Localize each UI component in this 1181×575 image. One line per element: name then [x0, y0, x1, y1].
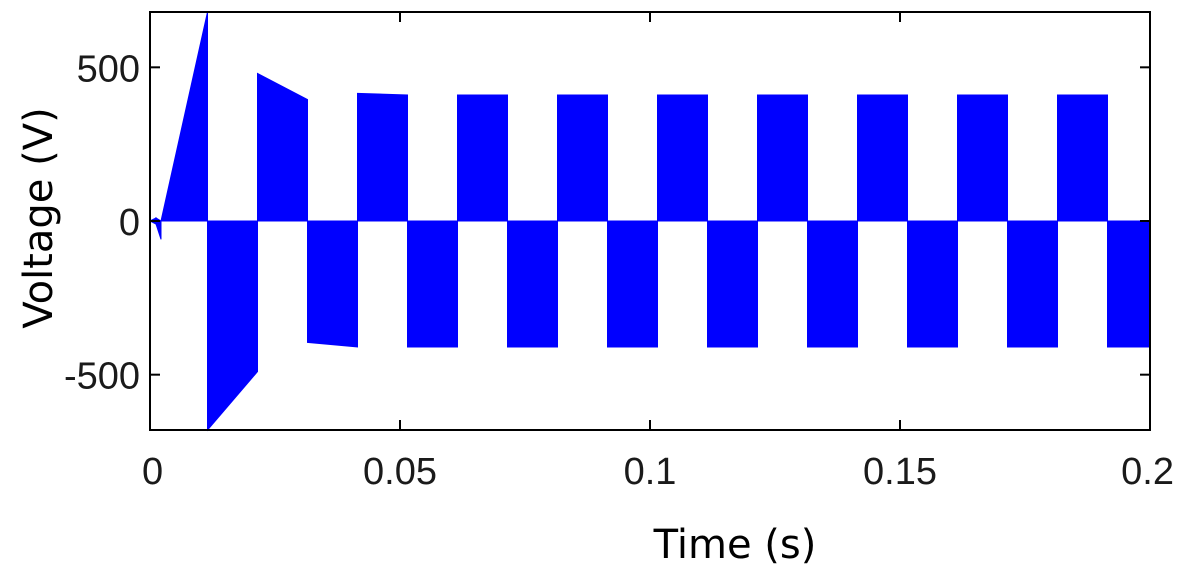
- voltage-segment-8: [457, 94, 508, 222]
- x-tick-label: 0: [142, 451, 163, 493]
- voltage-segment-19: [1007, 220, 1058, 348]
- voltage-segment-6: [357, 92, 408, 222]
- voltage-segment-11: [607, 220, 658, 348]
- x-tick-label: 0.15: [863, 451, 937, 493]
- voltage-segment-9: [507, 220, 558, 348]
- x-tick-label: 0.1: [624, 451, 677, 493]
- voltage-segment-15: [807, 220, 858, 348]
- voltage-segment-17: [907, 220, 958, 348]
- voltage-segment-5: [307, 220, 358, 348]
- y-tick-label: 0: [119, 202, 140, 244]
- voltage-segment-1: [155, 217, 162, 240]
- voltage-segment-21: [1107, 220, 1151, 348]
- y-tick-label: 500: [77, 48, 140, 90]
- x-tick-label: 0.05: [363, 451, 437, 493]
- y-tick-label: -500: [64, 356, 140, 398]
- voltage-segment-3: [207, 220, 258, 432]
- x-axis-title: Time (s): [653, 522, 817, 568]
- plot-content: [148, 11, 1151, 432]
- y-axis-ticks: 500 0 -500: [64, 48, 1150, 398]
- voltage-segment-16: [857, 94, 908, 222]
- voltage-segment-10: [557, 94, 608, 222]
- x-axis-ticks: 0 0.05 0.1 0.15 0.2: [142, 12, 1174, 493]
- voltage-segment-12: [657, 94, 708, 222]
- voltage-segment-18: [957, 94, 1008, 222]
- voltage-segment-7: [407, 220, 458, 348]
- voltage-segment-14: [757, 94, 808, 222]
- voltage-segment-4: [257, 72, 308, 222]
- y-axis-title: Voltage (V): [16, 107, 62, 328]
- voltage-segment-20: [1057, 94, 1108, 222]
- voltage-segment-13: [707, 220, 758, 348]
- x-tick-label: 0.2: [1121, 451, 1174, 493]
